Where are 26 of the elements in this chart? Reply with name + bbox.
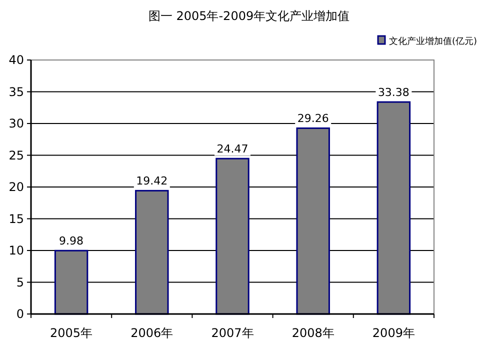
- data-label: 33.38: [378, 86, 410, 100]
- y-tick-label: 30: [8, 116, 24, 130]
- bar: [54, 250, 88, 315]
- x-tick-label: 2006年: [130, 326, 174, 340]
- y-tick-label: 25: [8, 148, 24, 162]
- y-tick-label: 0: [16, 307, 24, 321]
- y-tick-label: 5: [16, 275, 24, 290]
- x-tick-label: 2008年: [292, 326, 334, 340]
- x-tick-label: 2009年: [372, 326, 415, 340]
- data-label: 19.42: [136, 174, 168, 188]
- y-tick-label: 40: [8, 53, 24, 67]
- bar: [296, 127, 330, 315]
- data-label: 24.47: [216, 142, 248, 156]
- y-tick-label: 10: [8, 244, 24, 258]
- data-label: 29.26: [297, 112, 329, 126]
- bar: [135, 190, 169, 315]
- y-tick-label: 20: [8, 180, 24, 194]
- chart-title: 图一 2005年-2009年文化产业增加值: [148, 9, 350, 23]
- data-label: 9.98: [59, 234, 84, 248]
- x-tick-label: 2007年: [211, 326, 254, 340]
- y-tick-label: 15: [8, 212, 24, 226]
- bar: [376, 101, 411, 315]
- x-tick-label: 2005年: [50, 326, 93, 340]
- bar: [216, 158, 250, 315]
- y-tick-label: 35: [8, 84, 24, 99]
- legend-label: 文化产业增加值(亿元): [389, 36, 478, 47]
